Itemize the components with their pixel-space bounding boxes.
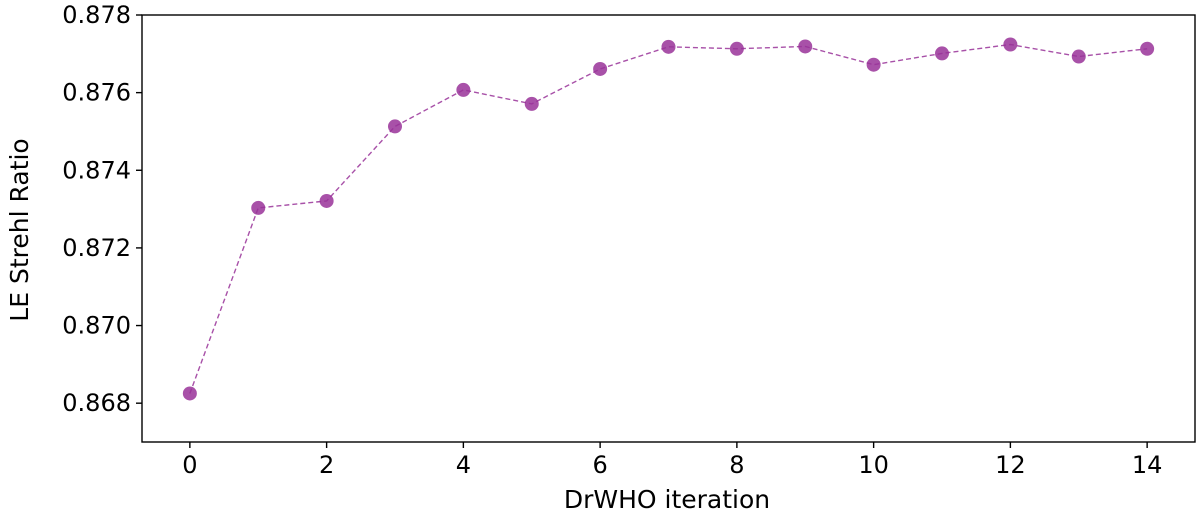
y-tick-label: 0.874 — [62, 156, 131, 184]
axes: 0 2 4 6 8 10 12 14 0.868 0.870 0.872 0.874 0.876 0.87… — [62, 1, 1196, 479]
data-point — [251, 200, 266, 215]
y-tick-label: 0.868 — [62, 389, 131, 417]
series-line — [189, 43, 1148, 394]
x-tick-label: 8 — [729, 451, 744, 479]
y-tick-label: 0.872 — [62, 234, 131, 262]
axes-frame — [141, 14, 1196, 443]
data-point — [319, 193, 334, 208]
data-point — [1071, 49, 1086, 64]
data-point — [661, 39, 676, 54]
x-tick-label: 6 — [592, 451, 607, 479]
data-point — [593, 61, 608, 76]
x-tick-label: 2 — [319, 451, 334, 479]
data-point — [866, 57, 881, 72]
data-point — [1003, 37, 1018, 52]
x-tick-label: 12 — [995, 451, 1026, 479]
x-tick-label: 10 — [858, 451, 889, 479]
data-point — [729, 41, 744, 56]
data-point — [1140, 41, 1155, 56]
x-axis-label: DrWHO iteration — [564, 485, 770, 513]
plot-area — [182, 37, 1155, 401]
data-point — [798, 39, 813, 54]
x-tick-label: 14 — [1132, 451, 1163, 479]
data-point — [935, 46, 950, 61]
x-tick-label: 4 — [456, 451, 471, 479]
x-tick-label: 0 — [182, 451, 197, 479]
y-tick-label: 0.878 — [62, 1, 131, 29]
data-point — [387, 119, 402, 134]
y-tick-label: 0.870 — [62, 312, 131, 340]
data-point — [182, 386, 197, 401]
data-point — [524, 96, 539, 111]
y-axis-label: LE Strehl Ratio — [5, 138, 34, 321]
data-point — [456, 82, 471, 97]
y-tick-label: 0.876 — [62, 79, 131, 107]
